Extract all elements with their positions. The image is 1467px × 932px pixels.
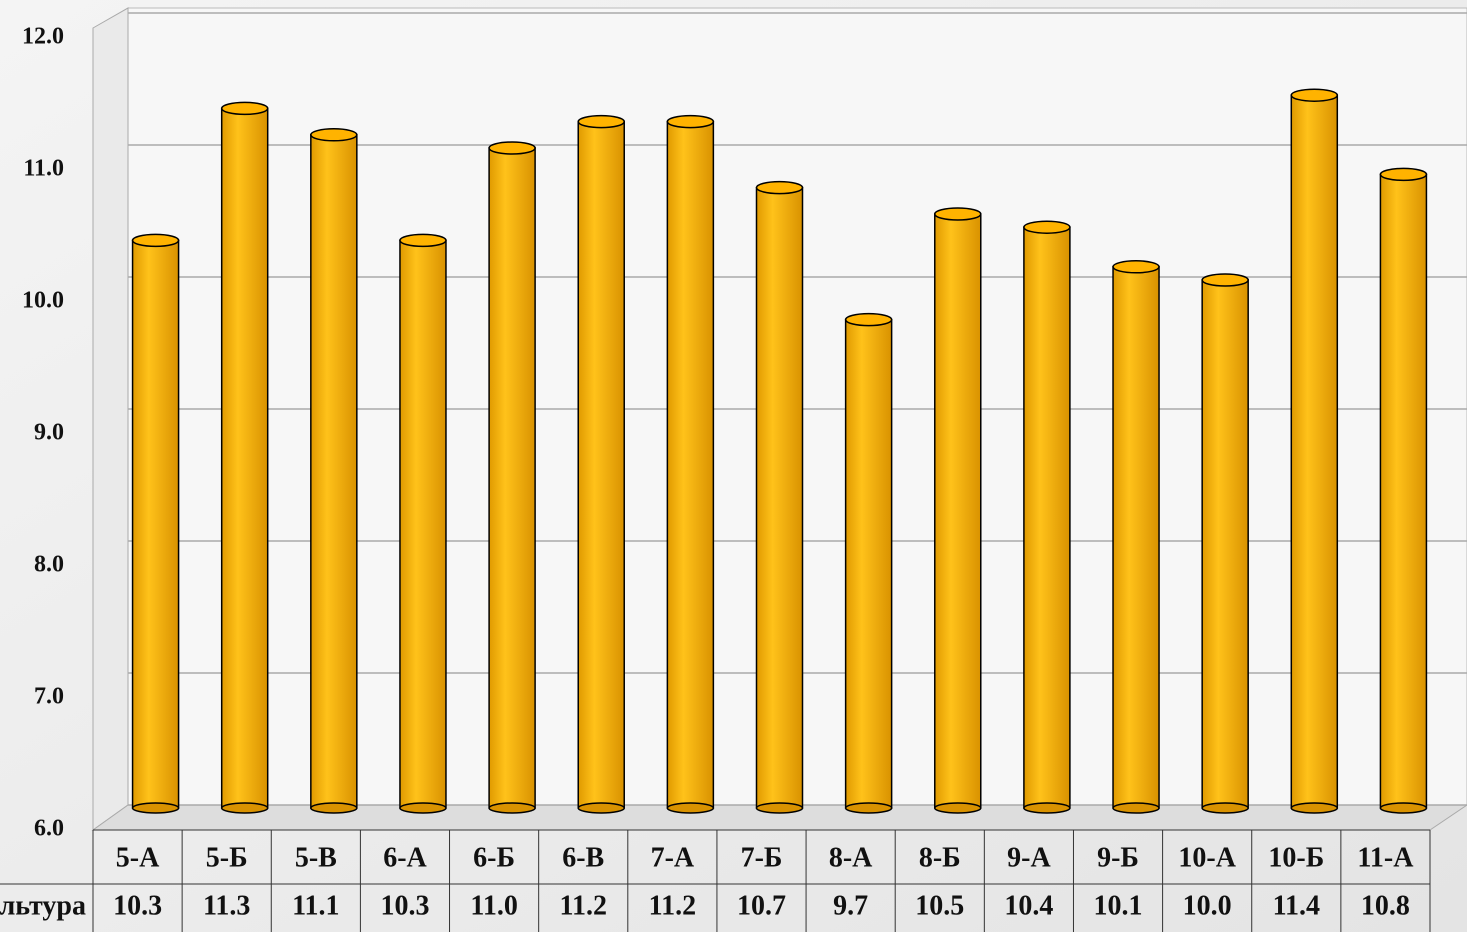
bar-base [1201,802,1249,814]
y-tick-label: 10.0 [22,288,64,314]
data-label: 10.1 [1094,890,1143,921]
data-label: 10.8 [1361,890,1410,921]
bar [1379,173,1428,809]
bar [666,120,715,809]
data-label: 10.3 [380,890,429,921]
bar-top [399,233,447,248]
bar [1023,226,1071,809]
x-tick-label: 10-А [1178,842,1236,873]
x-tick-label: 7-Б [741,842,783,873]
x-tick-label: 5-В [295,842,337,873]
data-label: 10.3 [113,890,162,921]
data-label: 11.2 [559,890,606,921]
bar-base [934,802,982,814]
bar-top [310,128,358,142]
bar-top [666,114,715,129]
bar [1112,266,1160,809]
bar [577,120,625,809]
y-tick-label: 8.0 [34,552,64,578]
bar-base [1290,802,1339,814]
data-label: 9.7 [833,890,868,921]
x-tick-label: 6-В [562,842,604,873]
x-tick-label: 6-Б [473,842,515,873]
bar-top [1379,167,1428,182]
bar-base [577,802,625,814]
bar-base [666,802,715,814]
x-tick-label: 5-А [116,842,160,873]
x-tick-label: 6-А [383,842,427,873]
data-label: 10.5 [915,890,964,921]
bar-top [131,233,180,248]
x-tick-label: 5-Б [206,842,248,873]
bar-top [488,141,536,155]
bar-top [934,207,982,221]
x-tick-label: 10-Б [1268,842,1324,873]
bar-top [755,180,804,195]
bar [1201,279,1249,809]
legend-label: Физкультура [0,890,86,921]
y-tick-label: 9.0 [34,420,64,446]
bar [131,239,180,809]
x-tick-label: 11-А [1357,842,1414,873]
x-tick-label: 7-А [651,842,695,873]
bar-top [577,114,625,129]
bar-top [220,101,269,116]
bar-top [1201,273,1249,287]
bar-top [1023,220,1071,234]
bar-top [1290,88,1339,102]
data-label: 10.0 [1183,890,1232,921]
data-label: 11.3 [203,890,250,921]
data-label: 11.4 [1273,890,1320,921]
bar [310,134,358,809]
side-wall [92,7,129,831]
bar-base [1112,802,1160,814]
data-label: 11.0 [470,890,517,921]
bar-base [488,802,536,814]
y-tick-label: 7.0 [34,684,64,710]
data-label: 10.4 [1004,890,1053,921]
bar-top [844,312,893,327]
bar-base [844,802,893,814]
bar-base [399,802,447,814]
y-tick-label: 11.0 [23,156,64,182]
bar [488,147,536,809]
bar-base [1379,802,1428,814]
x-tick-label: 9-Б [1097,842,1139,873]
bar [934,213,982,809]
bar-base [310,802,358,814]
bar [220,107,269,809]
x-tick-label: 9-А [1007,842,1051,873]
x-tick-label: 8-Б [919,842,961,873]
bar [844,318,893,809]
y-tick-label: 6.0 [34,816,64,842]
data-label: 10.7 [737,890,786,921]
data-label: 11.1 [292,890,339,921]
y-tick-label: 12.0 [22,24,64,50]
bar [399,239,447,809]
bar-base [1023,802,1071,814]
bar-top [1112,260,1160,274]
bar-base [755,802,804,814]
x-tick-label: 8-А [829,842,873,873]
bar-base [131,802,180,814]
bar-base [220,802,269,814]
bar [755,186,804,809]
data-label: 11.2 [649,890,696,921]
bar [1290,94,1339,809]
